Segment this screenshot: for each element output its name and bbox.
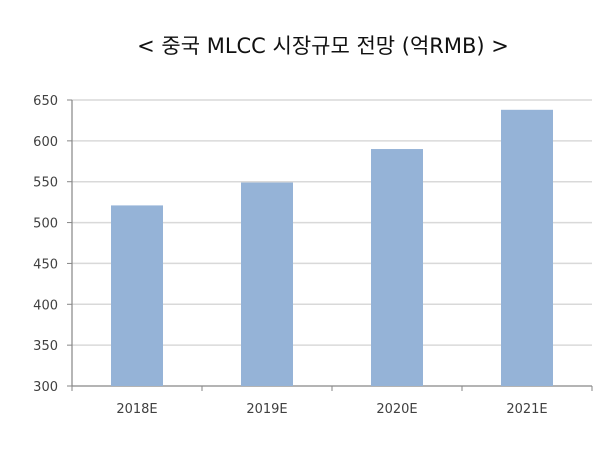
bar-2020e — [371, 149, 423, 386]
x-tick-label: 2018E — [116, 402, 157, 417]
y-tick-label: 450 — [33, 257, 58, 272]
bar-2021e — [501, 109, 553, 386]
bar-2019e — [241, 182, 293, 386]
bar-2018e — [111, 205, 163, 386]
y-tick-label: 400 — [33, 298, 58, 313]
y-tick-label: 350 — [33, 339, 58, 354]
x-tick-label: 2020E — [376, 402, 417, 417]
y-tick-label: 500 — [33, 217, 58, 232]
y-tick-label: 300 — [33, 380, 58, 395]
y-tick-label: 600 — [33, 135, 58, 150]
x-tick-label: 2021E — [506, 402, 547, 417]
x-tick-label: 2019E — [246, 402, 287, 417]
y-tick-label: 550 — [33, 176, 58, 191]
chart-title: < 중국 MLCC 시장규모 전망 (억RMB) > — [137, 34, 509, 58]
y-tick-label: 650 — [33, 94, 58, 109]
